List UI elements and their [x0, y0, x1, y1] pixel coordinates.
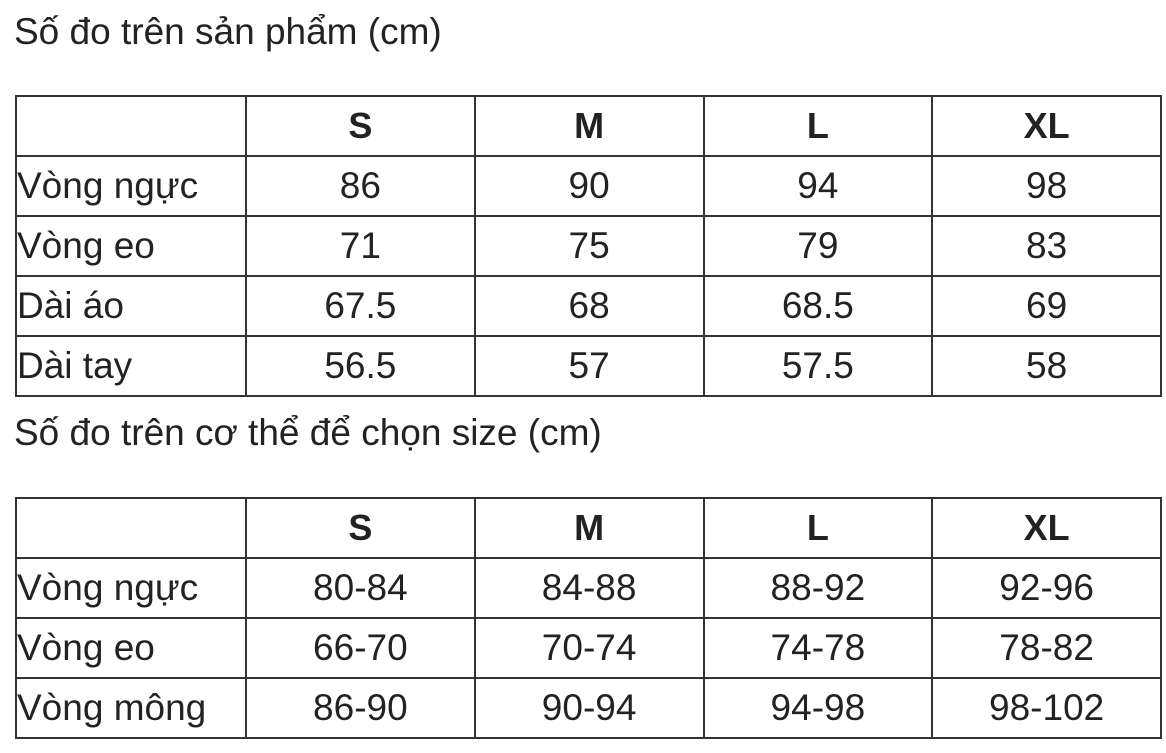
header-cell — [15, 497, 247, 559]
table-cell: 56.5 — [245, 335, 476, 397]
header-cell: S — [245, 95, 476, 157]
table-cell: 67.5 — [245, 275, 476, 337]
table-row: Vòng ngực 86 90 94 98 — [15, 155, 1162, 217]
table-cell: 71 — [245, 215, 476, 277]
row-label: Vòng mông — [15, 677, 247, 739]
row-label: Vòng ngực — [15, 557, 247, 619]
table-cell: 98-102 — [931, 677, 1162, 739]
body-size-table: S M L XL Vòng ngực 80-84 84-88 88-92 92-96 Vò… — [15, 497, 1162, 739]
table-cell: 94-98 — [702, 677, 934, 739]
table-row: Vòng mông 86-90 90-94 94-98 98-102 — [15, 677, 1162, 739]
header-cell: S — [245, 497, 476, 559]
table-row: Dài áo 67.5 68 68.5 69 — [15, 275, 1162, 337]
table-cell: 98 — [931, 155, 1162, 217]
table-cell: 74-78 — [702, 617, 934, 679]
table-cell: 57 — [473, 335, 705, 397]
table-cell: 94 — [702, 155, 934, 217]
table-cell: 86 — [245, 155, 476, 217]
table-cell: 69 — [931, 275, 1162, 337]
table-cell: 70-74 — [473, 617, 705, 679]
product-size-table: S M L XL Vòng ngực 86 90 94 98 Vòng eo 71 75 79 8… — [15, 95, 1162, 397]
table-cell: 79 — [702, 215, 934, 277]
table-cell: 66-70 — [245, 617, 476, 679]
header-cell: XL — [931, 497, 1162, 559]
header-cell: M — [473, 95, 705, 157]
table-cell: 86-90 — [245, 677, 476, 739]
table-row: Vòng eo 66-70 70-74 74-78 78-82 — [15, 617, 1162, 679]
table-cell: 75 — [473, 215, 705, 277]
table-cell: 57.5 — [702, 335, 934, 397]
table-cell: 68 — [473, 275, 705, 337]
header-cell: XL — [931, 95, 1162, 157]
table-cell: 84-88 — [473, 557, 705, 619]
table-cell: 80-84 — [245, 557, 476, 619]
table-cell: 58 — [931, 335, 1162, 397]
table-cell: 68.5 — [702, 275, 934, 337]
table-header-row: S M L XL — [15, 497, 1162, 559]
table-row: Dài tay 56.5 57 57.5 58 — [15, 335, 1162, 397]
row-label: Dài áo — [15, 275, 247, 337]
table-cell: 90 — [473, 155, 705, 217]
table-cell: 92-96 — [931, 557, 1162, 619]
table-header-row: S M L XL — [15, 95, 1162, 157]
table-cell: 90-94 — [473, 677, 705, 739]
row-label: Vòng eo — [15, 215, 247, 277]
product-measurements-title: Số đo trên sản phẩm (cm) — [14, 11, 442, 52]
row-label: Vòng ngực — [15, 155, 247, 217]
body-measurements-title: Số đo trên cơ thể để chọn size (cm) — [14, 412, 602, 453]
table-row: Vòng ngực 80-84 84-88 88-92 92-96 — [15, 557, 1162, 619]
table-cell: 88-92 — [702, 557, 934, 619]
table-row: Vòng eo 71 75 79 83 — [15, 215, 1162, 277]
row-label: Dài tay — [15, 335, 247, 397]
table-cell: 83 — [931, 215, 1162, 277]
header-cell: M — [473, 497, 705, 559]
header-cell: L — [702, 497, 934, 559]
header-cell: L — [702, 95, 934, 157]
table-cell: 78-82 — [931, 617, 1162, 679]
header-cell — [15, 95, 247, 157]
row-label: Vòng eo — [15, 617, 247, 679]
